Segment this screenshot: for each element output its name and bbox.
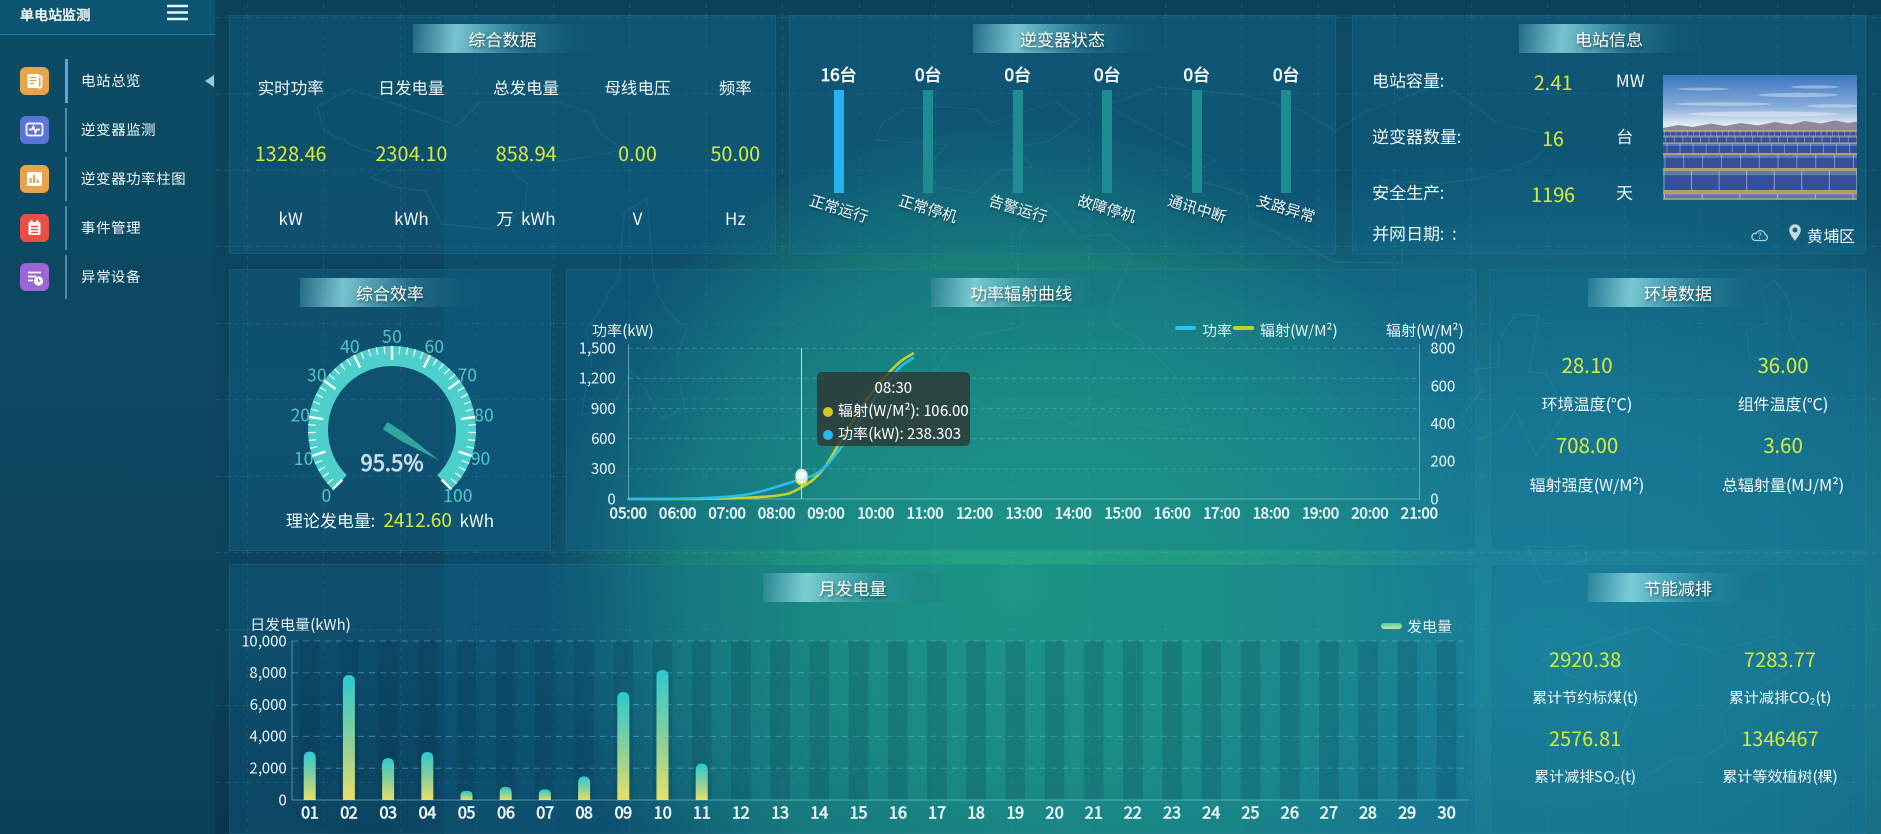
svg-text:40: 40 bbox=[340, 334, 359, 359]
svg-text:80: 80 bbox=[474, 403, 493, 428]
svg-text:25: 25 bbox=[1242, 800, 1260, 824]
svg-text:20: 20 bbox=[290, 403, 309, 428]
svg-text:29: 29 bbox=[1398, 800, 1416, 824]
svg-text:07:00: 07:00 bbox=[709, 503, 746, 524]
svg-text:19: 19 bbox=[1006, 800, 1024, 824]
svg-text:24: 24 bbox=[1202, 800, 1221, 824]
svg-text:15: 15 bbox=[850, 800, 868, 824]
svg-text:27: 27 bbox=[1320, 800, 1338, 824]
svg-text:?: ? bbox=[1757, 230, 1761, 242]
svg-text:200: 200 bbox=[1431, 451, 1456, 472]
svg-text:70: 70 bbox=[457, 362, 476, 387]
svg-text:26: 26 bbox=[1281, 800, 1299, 824]
svg-text:17:00: 17:00 bbox=[1203, 503, 1240, 524]
svg-text:08:00: 08:00 bbox=[758, 503, 795, 524]
svg-text:6,000: 6,000 bbox=[250, 694, 287, 715]
svg-text:10,000: 10,000 bbox=[241, 630, 287, 651]
svg-text:20:00: 20:00 bbox=[1351, 503, 1388, 524]
svg-text:23: 23 bbox=[1163, 800, 1181, 824]
svg-text:02: 02 bbox=[340, 800, 358, 824]
svg-text:100: 100 bbox=[443, 483, 472, 508]
svg-text:900: 900 bbox=[591, 398, 616, 419]
svg-text:800: 800 bbox=[1431, 338, 1456, 359]
svg-text:0: 0 bbox=[321, 483, 331, 508]
svg-text:07: 07 bbox=[536, 800, 554, 824]
svg-text:0: 0 bbox=[608, 488, 616, 509]
svg-text:18:00: 18:00 bbox=[1252, 503, 1289, 524]
svg-text:1,200: 1,200 bbox=[579, 368, 616, 389]
svg-text:4,000: 4,000 bbox=[250, 726, 287, 747]
svg-text:1,500: 1,500 bbox=[579, 338, 616, 359]
svg-text:14:00: 14:00 bbox=[1055, 503, 1092, 524]
svg-text:300: 300 bbox=[591, 458, 616, 479]
svg-text:21: 21 bbox=[1085, 800, 1103, 824]
svg-text:8,000: 8,000 bbox=[250, 662, 287, 683]
svg-text:600: 600 bbox=[591, 428, 616, 449]
svg-text:30: 30 bbox=[307, 362, 326, 387]
svg-text:0: 0 bbox=[279, 789, 287, 810]
svg-text:13: 13 bbox=[771, 800, 789, 824]
svg-text:16: 16 bbox=[889, 800, 907, 824]
svg-text:12: 12 bbox=[732, 800, 750, 824]
svg-text:11:00: 11:00 bbox=[906, 503, 943, 524]
svg-text:10: 10 bbox=[654, 800, 672, 824]
svg-text:15:00: 15:00 bbox=[1104, 503, 1141, 524]
svg-text:13:00: 13:00 bbox=[1005, 503, 1042, 524]
svg-text:50: 50 bbox=[382, 324, 401, 349]
svg-text:06:00: 06:00 bbox=[659, 503, 696, 524]
svg-text:2,000: 2,000 bbox=[250, 757, 287, 778]
svg-text:01: 01 bbox=[301, 800, 319, 824]
svg-text:19:00: 19:00 bbox=[1302, 503, 1339, 524]
svg-text:20: 20 bbox=[1046, 800, 1064, 824]
svg-text:06: 06 bbox=[497, 800, 515, 824]
svg-text:05: 05 bbox=[458, 800, 476, 824]
svg-text:600: 600 bbox=[1431, 375, 1456, 396]
svg-text:09:00: 09:00 bbox=[807, 503, 844, 524]
svg-text:30: 30 bbox=[1437, 800, 1456, 824]
svg-text:05:00: 05:00 bbox=[610, 503, 647, 524]
svg-text:14: 14 bbox=[810, 800, 829, 824]
svg-text:16:00: 16:00 bbox=[1154, 503, 1191, 524]
svg-text:400: 400 bbox=[1431, 413, 1456, 434]
svg-text:11: 11 bbox=[693, 800, 711, 824]
svg-text:28: 28 bbox=[1359, 800, 1377, 824]
svg-text:95.5%: 95.5% bbox=[360, 446, 424, 478]
svg-text:08: 08 bbox=[575, 800, 593, 824]
svg-text:60: 60 bbox=[424, 334, 443, 359]
svg-text:90: 90 bbox=[471, 446, 490, 471]
svg-text:18: 18 bbox=[967, 800, 985, 824]
svg-text:09: 09 bbox=[614, 800, 632, 824]
svg-text:0: 0 bbox=[1431, 488, 1439, 509]
svg-text:10:00: 10:00 bbox=[857, 503, 894, 524]
svg-text:17: 17 bbox=[928, 800, 946, 824]
svg-text:10: 10 bbox=[294, 446, 313, 471]
svg-text:22: 22 bbox=[1124, 800, 1142, 824]
svg-text:03: 03 bbox=[379, 800, 397, 824]
svg-text:04: 04 bbox=[418, 800, 437, 824]
svg-text:12:00: 12:00 bbox=[956, 503, 993, 524]
svg-text:21:00: 21:00 bbox=[1401, 503, 1438, 524]
